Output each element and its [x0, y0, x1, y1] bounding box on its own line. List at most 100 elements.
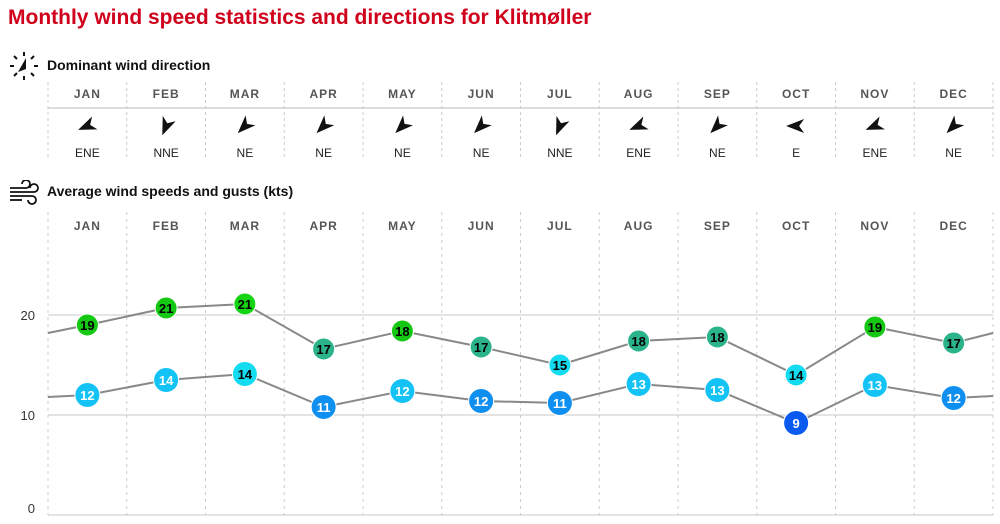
direction-label: NE: [394, 146, 411, 160]
month-label: SEP: [704, 87, 731, 101]
direction-table: JANENEFEBNNEMARNEAPRNEMAYNEJUNNEJULNNEAU…: [47, 82, 994, 160]
x-tick-label: JUL: [547, 219, 573, 233]
data-point: [546, 390, 573, 416]
data-label: 18: [710, 330, 724, 345]
data-point: [942, 331, 966, 355]
month-label: AUG: [624, 87, 654, 101]
direction-label: NE: [945, 146, 962, 160]
wind-arrow-icon: [556, 115, 570, 136]
data-point: [784, 363, 808, 387]
data-label: 13: [710, 383, 724, 398]
data-point: [231, 361, 258, 387]
direction-label: NE: [237, 146, 254, 160]
x-tick-label: SEP: [704, 219, 731, 233]
y-tick-label: 20: [21, 308, 35, 323]
x-tick-label: OCT: [782, 219, 810, 233]
data-label: 17: [316, 342, 330, 357]
data-point: [861, 372, 888, 398]
data-label: 15: [553, 358, 567, 373]
x-tick-label: JAN: [74, 219, 101, 233]
data-label: 19: [868, 320, 882, 335]
wind-arrow-icon: [474, 115, 492, 134]
data-label: 13: [868, 378, 882, 393]
x-tick-label: FEB: [153, 219, 180, 233]
wind-arrow-icon: [946, 115, 965, 134]
month-label: JUL: [547, 87, 573, 101]
data-point: [233, 292, 257, 316]
data-point: [783, 410, 810, 436]
page-title: Monthly wind speed statistics and direct…: [8, 6, 592, 29]
wind-arrow-icon: [710, 115, 728, 134]
x-tick-label: DEC: [939, 219, 967, 233]
direction-label: NNE: [153, 146, 178, 160]
data-label: 14: [238, 367, 253, 382]
direction-label: E: [792, 146, 800, 160]
wind-direction-icon: [10, 52, 38, 80]
series-line-1: [47, 372, 994, 425]
data-point: [74, 382, 101, 408]
data-point: [863, 315, 887, 339]
data-point: [390, 319, 414, 343]
data-point: [310, 394, 337, 420]
data-point: [312, 337, 336, 361]
series-line-0: [47, 302, 994, 377]
x-tick-label: MAR: [230, 219, 260, 233]
data-point: [468, 388, 495, 414]
direction-label: ENE: [626, 146, 651, 160]
data-label: 11: [317, 400, 331, 415]
wind-arrow-icon: [786, 119, 805, 133]
data-label: 12: [474, 394, 488, 409]
direction-section-title: Dominant wind direction: [47, 57, 211, 73]
x-tick-label: MAY: [388, 219, 417, 233]
y-tick-label: 10: [21, 408, 35, 423]
data-label: 9: [793, 416, 800, 431]
x-tick-label: APR: [309, 219, 337, 233]
month-label: MAY: [388, 87, 417, 101]
month-label: OCT: [782, 87, 810, 101]
wind-icon: [10, 180, 39, 205]
data-label: 17: [474, 340, 488, 355]
data-label: 14: [159, 373, 174, 388]
direction-label: ENE: [863, 146, 888, 160]
x-tick-label: AUG: [624, 219, 654, 233]
y-tick-label: 0: [28, 501, 35, 516]
data-label: 18: [631, 334, 645, 349]
wind-arrow-icon: [78, 116, 98, 130]
data-label: 17: [946, 336, 960, 351]
data-label: 18: [395, 324, 409, 339]
data-point: [389, 378, 416, 404]
data-point: [548, 353, 572, 377]
wind-arrow-icon: [629, 116, 649, 130]
data-point: [940, 385, 967, 411]
wind-arrow-icon: [395, 115, 413, 134]
wind-arrow-icon: [162, 115, 176, 136]
data-point: [75, 313, 99, 337]
month-label: JAN: [74, 87, 101, 101]
month-label: APR: [309, 87, 337, 101]
direction-label: NE: [473, 146, 490, 160]
data-label: 13: [631, 377, 645, 392]
x-tick-label: JUN: [468, 219, 495, 233]
data-label: 12: [395, 384, 409, 399]
month-label: JUN: [468, 87, 495, 101]
month-label: NOV: [860, 87, 889, 101]
data-point: [154, 296, 178, 320]
data-point: [625, 371, 652, 397]
speed-section-title: Average wind speeds and gusts (kts): [47, 183, 294, 199]
data-point: [705, 325, 729, 349]
data-point: [627, 329, 651, 353]
data-label: 11: [553, 396, 567, 411]
direction-label: NE: [709, 146, 726, 160]
data-point: [153, 367, 180, 393]
x-tick-label: NOV: [860, 219, 889, 233]
data-label: 19: [80, 318, 94, 333]
wind-arrow-icon: [316, 115, 335, 134]
month-label: MAR: [230, 87, 260, 101]
data-label: 21: [159, 301, 173, 316]
month-label: DEC: [939, 87, 967, 101]
data-label: 21: [238, 297, 252, 312]
data-label: 12: [946, 391, 960, 406]
direction-label: ENE: [75, 146, 100, 160]
direction-label: NNE: [547, 146, 572, 160]
